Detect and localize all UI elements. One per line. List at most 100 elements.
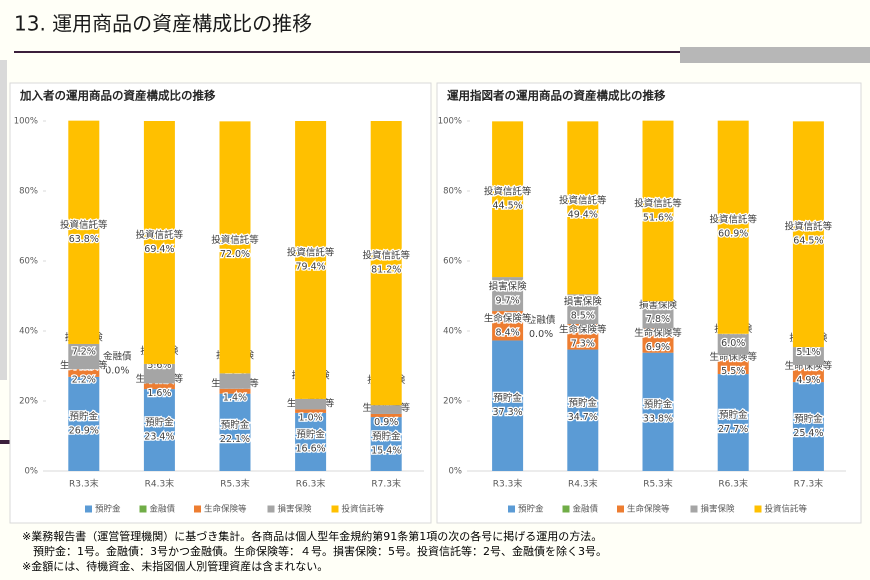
bar-segment [567, 294, 599, 324]
legend-label: 投資信託等 [342, 504, 385, 515]
x-tick-label: R7.3末 [794, 478, 824, 490]
data-label: 5.1% [796, 347, 820, 358]
data-label-name: 預貯金 [145, 417, 174, 429]
bar-segment [143, 383, 175, 390]
data-label-name: 預貯金 [296, 428, 325, 440]
y-tick-label: 60% [19, 257, 38, 267]
legend-swatch [754, 505, 762, 513]
data-label: 7.2% [72, 347, 96, 358]
bar-segment [219, 393, 251, 471]
legend-swatch [690, 505, 698, 513]
data-label: 0.0% [105, 365, 129, 376]
data-label-name: 損害保険 [489, 281, 528, 293]
legend-label: 金融債 [150, 504, 176, 515]
data-label-name: 投資信託等 [362, 250, 410, 262]
data-label-name: 預貯金 [372, 431, 401, 443]
data-label-name: 預貯金 [221, 419, 250, 431]
x-tick-label: R5.3末 [220, 478, 250, 490]
data-label-name: 投資信託等 [634, 197, 682, 209]
x-tick-label: R7.3末 [371, 478, 401, 490]
legend-label: 生命保険等 [204, 504, 247, 515]
y-tick-label: 20% [443, 397, 462, 407]
bar-segment [717, 354, 749, 375]
data-label-name: 金融債 [103, 350, 132, 362]
x-tick-label: R6.3末 [296, 478, 326, 490]
bar-segment [717, 333, 749, 355]
data-label-name: 投資信託等 [136, 229, 184, 241]
side-stripe [0, 60, 7, 380]
x-tick-label: R6.3末 [718, 478, 748, 490]
data-label-name: 投資信託等 [785, 221, 833, 233]
data-label: 2.2% [72, 375, 96, 386]
bar-segment [642, 328, 674, 353]
data-label: 33.8% [643, 413, 673, 424]
bar-segment [370, 417, 402, 471]
data-label-name: 投資信託等 [60, 219, 108, 231]
bar-segment [143, 121, 175, 364]
y-tick-label: 100% [438, 117, 462, 127]
legend-label: 投資信託等 [765, 504, 808, 515]
data-label: 63.8% [69, 234, 99, 245]
bar-segment [295, 412, 327, 471]
title-rule [14, 51, 684, 53]
data-label: 1.0% [299, 413, 323, 424]
bar-segment [370, 121, 402, 406]
data-label: 34.7% [568, 412, 598, 423]
data-label: 72.0% [220, 249, 250, 260]
data-label: 9.7% [496, 296, 520, 307]
title-bar [680, 47, 870, 63]
data-label: 37.3% [493, 407, 523, 418]
bar-segment [143, 363, 175, 384]
y-tick-label: 80% [19, 187, 38, 197]
data-label: 81.2% [371, 265, 401, 276]
x-tick-label: R4.3末 [145, 478, 175, 490]
data-label-name: 損害保険 [639, 299, 678, 311]
data-label: 79.4% [296, 261, 326, 272]
bar-segment [642, 301, 674, 329]
bar-segment [295, 398, 327, 410]
bar-segment [492, 311, 524, 341]
y-tick-label: 60% [443, 257, 462, 267]
data-label: 49.4% [568, 209, 598, 220]
data-label: 23.4% [144, 432, 174, 443]
bar-segment [219, 121, 251, 374]
bar-segment [295, 121, 327, 399]
data-label-name: 預貯金 [719, 409, 748, 421]
x-tick-label: R5.3末 [643, 478, 673, 490]
data-label-name: 生命保険等 [559, 323, 607, 335]
footnote: 預貯金：1号。金融債：3号かつ金融債。生命保険等：４号。損害保険：5号。投資信託… [22, 545, 607, 558]
data-label: 4.9% [796, 375, 820, 386]
y-tick-label: 0% [449, 467, 463, 477]
bar-segment [717, 120, 749, 334]
bar-segment [492, 340, 524, 471]
data-label: 7.3% [571, 338, 595, 349]
bar-segment [68, 376, 100, 471]
data-label-name: 預貯金 [569, 397, 598, 409]
data-label: 7.8% [646, 314, 670, 325]
legend-swatch [139, 505, 147, 513]
bar-segment [642, 352, 674, 471]
legend-swatch [194, 505, 201, 513]
bar-segment [143, 389, 175, 471]
legend-label: 損害保険 [278, 504, 313, 515]
data-label-name: 損害保険 [564, 295, 603, 307]
legend-swatch [85, 505, 92, 513]
data-label: 69.4% [144, 244, 174, 255]
legend-label: 損害保険 [701, 504, 736, 515]
data-label: 27.7% [718, 424, 748, 435]
legend-label: 生命保険等 [627, 504, 670, 515]
x-tick-label: R3.3末 [493, 478, 523, 490]
legend-swatch [267, 505, 275, 513]
data-label-name: 預貯金 [70, 410, 99, 422]
data-label: 22.1% [220, 434, 250, 445]
data-label-name: 生命保険等 [484, 312, 532, 324]
legend-swatch [331, 505, 339, 513]
data-label-name: 投資信託等 [709, 214, 757, 226]
data-label: 0.0% [529, 329, 553, 340]
data-label: 1.4% [223, 393, 247, 404]
legend-swatch [508, 505, 515, 513]
y-tick-label: 40% [443, 327, 462, 337]
y-tick-label: 0% [25, 467, 39, 477]
data-label: 1.6% [147, 388, 171, 399]
